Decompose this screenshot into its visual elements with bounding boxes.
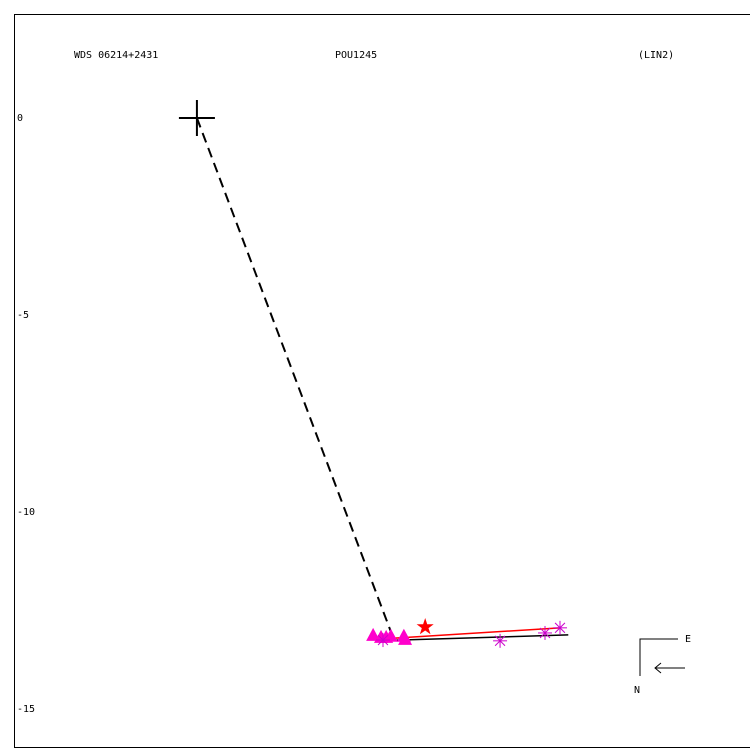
y-tick-label: -15	[17, 704, 35, 715]
chart-title: WDS 06214+2431	[74, 50, 158, 61]
compass-arrowhead	[654, 662, 662, 674]
dashed-line	[195, 117, 395, 641]
y-tick-label: -10	[17, 507, 35, 518]
asterisk-point	[552, 620, 567, 635]
asterisk-stroke	[539, 627, 551, 639]
triangle-shape	[383, 628, 398, 642]
asterisk-point	[493, 633, 508, 648]
star-point	[416, 618, 434, 635]
star-shape	[416, 618, 434, 635]
triangle-point	[366, 627, 381, 641]
triangle-point	[396, 628, 411, 642]
compass-axes	[639, 638, 678, 676]
compass	[639, 638, 685, 676]
asterisk-point	[375, 633, 390, 648]
chart-subtitle: POU1245	[335, 50, 377, 61]
asterisk-point	[538, 625, 553, 640]
asterisk-stroke	[554, 622, 566, 634]
compass-east: E	[685, 634, 691, 645]
asterisk-stroke	[377, 634, 389, 646]
triangle-shape	[396, 628, 411, 642]
line	[382, 627, 561, 640]
asterisk-stroke	[494, 635, 506, 647]
y-tick-label: 0	[17, 113, 23, 124]
triangle-shape	[366, 627, 381, 641]
y-tick-label: -5	[17, 310, 29, 321]
annotation: (LIN2)	[638, 50, 674, 61]
triangle-point	[383, 628, 398, 642]
plus-point	[178, 100, 215, 137]
compass-north: N	[634, 685, 640, 696]
plot-frame	[14, 14, 750, 748]
